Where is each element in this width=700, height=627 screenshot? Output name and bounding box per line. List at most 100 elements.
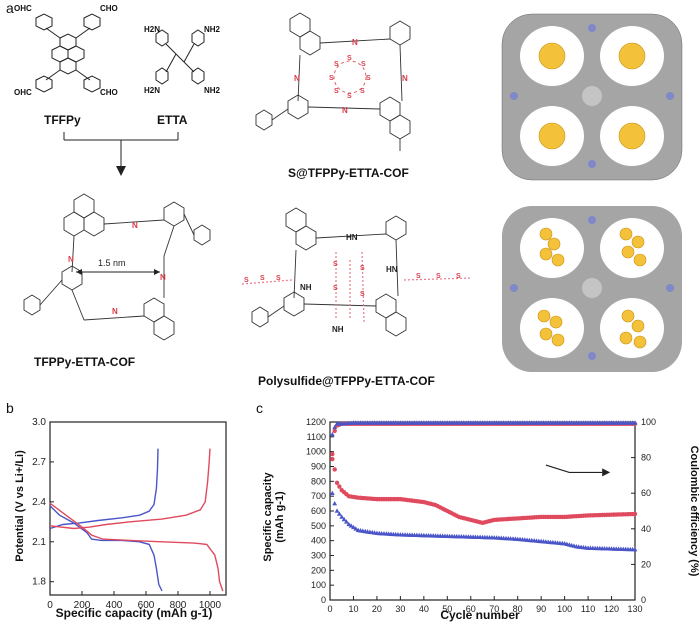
y-tick-label: 300 — [311, 551, 326, 561]
y-tick-label: 900 — [311, 462, 326, 472]
x-tick-label: 30 — [395, 604, 405, 614]
data-point-1 — [351, 524, 356, 530]
data-point-0 — [330, 456, 335, 462]
tffpy-group-1: OHC — [14, 4, 32, 13]
s8-atom: S — [366, 75, 371, 82]
panel-b-letter: b — [6, 400, 14, 416]
y-tick-label: 1100 — [307, 432, 326, 442]
y-tick-label: 700 — [311, 491, 326, 501]
chart-c-ylabel-right: Coulombic efficiency (%) — [688, 445, 700, 577]
data-point-0 — [632, 511, 638, 517]
data-point-2 — [330, 451, 335, 457]
imine-n: N — [352, 38, 358, 47]
y-tick-label: 2.4 — [32, 497, 46, 508]
y-tick-label: 100 — [311, 580, 326, 590]
etta-structure — [155, 29, 205, 85]
panel-a-letter: a — [6, 0, 14, 16]
data-point-0 — [332, 467, 337, 472]
s8-atom: S — [361, 61, 366, 68]
x-tick-label: 100 — [557, 604, 572, 614]
x-tick-label: 80 — [513, 604, 523, 614]
x-tick-label: 200 — [74, 600, 91, 611]
imine-n: N — [294, 74, 300, 83]
x-tick-label: 600 — [138, 600, 155, 611]
x-tick-label: 50 — [442, 604, 452, 614]
data-point-3 — [332, 424, 338, 430]
data-point-0 — [334, 480, 340, 486]
x-tick-label: 90 — [536, 604, 546, 614]
y-tick-label: 500 — [311, 521, 326, 531]
data-point-1 — [329, 490, 335, 495]
data-point-1 — [334, 508, 340, 513]
y2-tick-label: 80 — [641, 453, 651, 463]
chart-b-xlabel: Specific capacity (mAh g-1) — [55, 606, 213, 620]
amine-hn: HN — [386, 265, 398, 274]
y-tick-label: 800 — [311, 476, 326, 486]
polysulfide-s: S — [276, 275, 281, 282]
polysulfide-s: S — [333, 261, 338, 268]
x-tick-label: 130 — [627, 604, 642, 614]
chart-c-ylabel-left: Specific capacity (mAh g-1) — [262, 472, 286, 562]
s8-atom: S — [347, 93, 352, 100]
polysulfide-s: S — [244, 277, 249, 284]
polysulfide-s: S — [436, 273, 441, 280]
amine-nh: NH — [332, 325, 344, 334]
s8-atom: S — [334, 88, 339, 95]
panel-c-letter: c — [256, 400, 263, 416]
imine-n-4: N — [112, 307, 118, 316]
imine-n: N — [342, 106, 348, 115]
amine-hn: HN — [346, 233, 358, 242]
y-tick-label: 400 — [311, 536, 326, 546]
data-point-3 — [632, 420, 638, 425]
ps-cof-framework: S S S S S S S S S S HN NH HN NH — [241, 207, 473, 337]
y2-tick-label: 20 — [641, 559, 651, 569]
imine-n-2: N — [68, 255, 74, 264]
y-tick-label: 1.8 — [32, 577, 46, 588]
pore-size-label: 1.5 nm — [98, 258, 126, 268]
polysulfide-s: S — [360, 265, 365, 272]
y-tick-label: 3.0 — [32, 417, 46, 428]
tffpy-structure — [35, 13, 101, 93]
right-axis-arrowhead — [602, 468, 611, 477]
y-tick-label: 1200 — [306, 417, 326, 427]
chart-c-xlabel: Cycle number — [440, 608, 520, 622]
cof-label: TFPPy-ETTA-COF — [34, 355, 136, 369]
x-tick-label: 20 — [372, 604, 382, 614]
imine-n-3: N — [160, 273, 166, 282]
space-filling-model-s8 — [494, 6, 690, 188]
imine-n-1: N — [132, 221, 138, 230]
data-point-0 — [337, 484, 342, 489]
etta-group-3: H2N — [144, 86, 161, 95]
x-tick-label: 120 — [604, 604, 619, 614]
data-point-3 — [329, 431, 335, 437]
polysulfide-s: S — [260, 275, 265, 282]
x-tick-label: 0 — [327, 604, 332, 614]
data-point-1 — [332, 500, 338, 506]
y-tick-label: 600 — [311, 506, 326, 516]
s-cof-label: S@TFPPy-ETTA-COF — [288, 166, 409, 180]
x-tick-label: 60 — [466, 604, 476, 614]
x-tick-label: 110 — [581, 604, 595, 614]
data-point-1 — [339, 514, 345, 519]
y2-tick-label: 60 — [641, 488, 651, 498]
x-tick-label: 0 — [47, 600, 53, 611]
y-tick-label: 0 — [321, 595, 326, 605]
y-tick-label: 1000 — [306, 447, 326, 457]
etta-group-4: NH2 — [204, 86, 221, 95]
data-point-1 — [353, 526, 359, 531]
space-filling-model-polysulfide — [494, 198, 690, 380]
tffpy-group-3: OHC — [14, 88, 32, 97]
data-point-1 — [344, 519, 349, 524]
tffpy-group-2: CHO — [100, 4, 118, 13]
data-point-1 — [348, 523, 354, 528]
amine-nh: NH — [300, 283, 312, 292]
ps-cof-label: Polysulfide@TFPPy-ETTA-COF — [258, 374, 435, 388]
x-tick-label: 40 — [419, 604, 429, 614]
x-tick-label: 1000 — [199, 600, 222, 611]
s-cof-framework: S S S S S S S S N N N N — [255, 12, 411, 151]
polysulfide-s: S — [416, 273, 421, 280]
y-tick-label: 2.1 — [32, 537, 46, 548]
data-point-1 — [632, 546, 638, 552]
etta-group-1: H2N — [144, 25, 161, 34]
voltage-curve-1 — [49, 448, 159, 530]
